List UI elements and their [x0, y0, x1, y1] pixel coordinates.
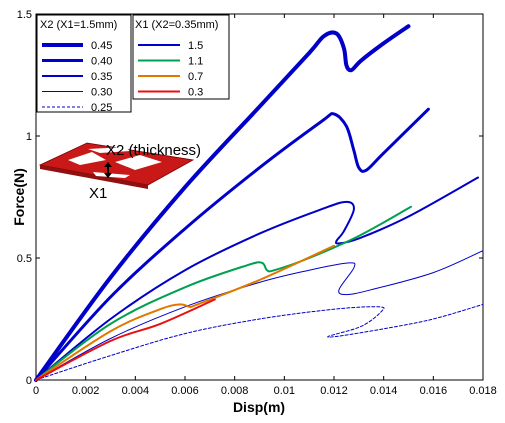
- legend-thickness-label: 0.35: [91, 71, 112, 83]
- x-tick-label: 0.01: [274, 385, 295, 397]
- x-tick-label: 0.016: [420, 385, 448, 397]
- inset-plate: [38, 142, 195, 186]
- legend-width-title: X1 (X2=0.35mm): [135, 19, 218, 31]
- legend-thickness-label: 0.25: [91, 102, 112, 114]
- legend-width-box: [132, 14, 230, 100]
- series-line-3: [35, 250, 484, 381]
- series-line-2: [35, 176, 479, 381]
- legend-thickness-box: [36, 14, 132, 113]
- y-tick-label: 0: [26, 375, 32, 387]
- legend-thickness: X2 (X1=1.5mm) 0.45 0.40 0.35 0.30 0.25: [36, 14, 132, 114]
- tick-group: 0 0.002 0.004 0.006 0.008 0.01 0.012 0.014 0.016…: [17, 9, 497, 397]
- legend-thickness-label: 0.45: [91, 40, 112, 52]
- legend-thickness-title: X2 (X1=1.5mm): [40, 19, 117, 31]
- legend-width-label: 1.5: [188, 40, 203, 52]
- x-tick-label: 0.008: [221, 385, 249, 397]
- series-line-6: [35, 244, 335, 381]
- inset-arrow-down: [104, 173, 112, 178]
- series-line-4: [35, 303, 484, 381]
- legend-width-entries: 1.5 1.1 0.7 0.3: [138, 40, 203, 99]
- x-tick-label: 0.002: [72, 385, 100, 397]
- series-line-0: [34, 24, 411, 382]
- y-tick-label: 1.5: [17, 9, 32, 21]
- legend-width-label: 0.7: [188, 71, 203, 83]
- x-tick-label: 0.012: [320, 385, 348, 397]
- inset-cutout-top: [88, 147, 130, 153]
- inset-cutout-left: [68, 152, 106, 165]
- x-axis-label: Disp(m): [233, 399, 285, 415]
- x-tick-label: 0.004: [122, 385, 150, 397]
- legend-width: X1 (X2=0.35mm) 1.5 1.1 0.7 0.3: [132, 14, 230, 100]
- x-tick-label: 0: [33, 385, 39, 397]
- inset-cutout-right: [115, 155, 162, 170]
- series-group: [34, 24, 484, 382]
- inset-arrow-up: [104, 162, 112, 167]
- inset-plate-edge: [40, 165, 148, 189]
- inset-label-x2: X2 (thickness): [106, 142, 201, 159]
- series-line-1: [34, 107, 430, 382]
- legend-thickness-entries: 0.45 0.40 0.35 0.30 0.25: [42, 40, 112, 114]
- y-tick-label: 0.5: [17, 253, 32, 265]
- y-axis-label: Force(N): [11, 168, 27, 226]
- legend-width-label: 0.3: [188, 87, 203, 99]
- inset-label-x1: X1: [89, 185, 107, 202]
- legend-thickness-label: 0.30: [91, 87, 112, 99]
- x-tick-label: 0.014: [370, 385, 398, 397]
- plot-frame: [35, 13, 484, 381]
- legend-thickness-label: 0.40: [91, 56, 112, 68]
- x-tick-label: 0.006: [171, 385, 199, 397]
- inset-cutout-bottom: [93, 172, 130, 178]
- inset-illustration: X2 (thickness) X1: [38, 142, 201, 202]
- legend-width-label: 1.1: [188, 56, 203, 68]
- x-tick-label: 0.018: [469, 385, 497, 397]
- series-line-7: [35, 298, 216, 381]
- series-line-5: [35, 205, 412, 381]
- y-tick-label: 1: [26, 131, 32, 143]
